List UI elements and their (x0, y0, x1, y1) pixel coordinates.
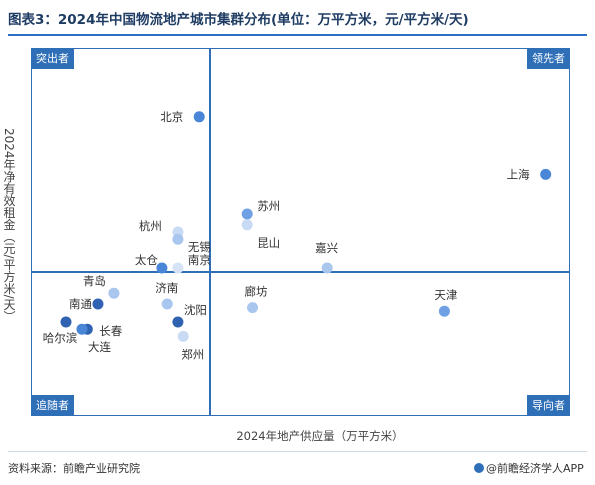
point-label-廊坊: 廊坊 (245, 285, 268, 299)
point-label-杭州: 杭州 (139, 219, 162, 233)
point-label-北京: 北京 (160, 110, 183, 124)
point-label-长春: 长春 (99, 324, 122, 338)
footer-rule (8, 451, 587, 452)
quadrant-label-bottom-left: 追随者 (31, 395, 74, 416)
source-text: 资料来源：前瞻产业研究院 (8, 462, 140, 475)
quadrant-divider-horizontal (31, 271, 570, 273)
point-大连 (76, 323, 88, 335)
point-label-大连: 大连 (88, 340, 111, 354)
quadrant-label-bottom-right: 导向者 (527, 395, 570, 416)
point-廊坊 (247, 302, 259, 314)
point-南通 (92, 298, 104, 310)
point-上海 (540, 168, 552, 180)
quadrant-label-top-left: 突出者 (31, 48, 74, 69)
point-郑州 (177, 330, 189, 342)
point-天津 (438, 305, 450, 317)
point-label-哈尔滨: 哈尔滨 (43, 331, 78, 345)
quadrant-divider-vertical (209, 48, 211, 416)
point-南京 (172, 262, 184, 274)
point-北京 (193, 111, 205, 123)
x-axis-label: 2024年地产供应量（万平方米） (236, 429, 404, 443)
point-label-嘉兴: 嘉兴 (315, 241, 338, 255)
point-label-无锡: 无锡 (188, 240, 211, 254)
point-苏州 (241, 208, 253, 220)
plot-area (31, 48, 570, 416)
point-label-南京: 南京 (188, 253, 211, 267)
point-嘉兴 (321, 262, 333, 274)
point-label-苏州: 苏州 (257, 199, 280, 213)
point-青岛 (108, 287, 120, 299)
point-label-天津: 天津 (434, 288, 457, 302)
point-label-济南: 济南 (155, 281, 178, 295)
point-哈尔滨 (60, 316, 72, 328)
point-label-郑州: 郑州 (181, 347, 204, 361)
point-label-青岛: 青岛 (83, 274, 106, 288)
y-axis-label: 2024年净有效租金（元/平方米/天） (2, 128, 16, 323)
point-label-上海: 上海 (507, 167, 530, 181)
point-label-沈阳: 沈阳 (184, 303, 207, 317)
point-label-南通: 南通 (69, 297, 92, 311)
point-label-太仓: 太仓 (135, 253, 158, 267)
point-沈阳 (172, 316, 184, 328)
quadrant-label-top-right: 领先者 (527, 48, 570, 69)
page-title: 图表3：2024年中国物流地产城市集群分布(单位：万平方米，元/平方米/天) (8, 12, 469, 28)
point-昆山 (241, 219, 253, 231)
point-label-昆山: 昆山 (257, 236, 280, 250)
title-rule (8, 34, 587, 36)
brand-credit: @前瞻经济学人APP (474, 460, 584, 476)
point-太仓 (156, 262, 168, 274)
brand-text: @前瞻经济学人APP (486, 462, 584, 475)
brand-logo-icon (474, 463, 484, 473)
point-济南 (161, 298, 173, 310)
point-无锡 (172, 233, 184, 245)
